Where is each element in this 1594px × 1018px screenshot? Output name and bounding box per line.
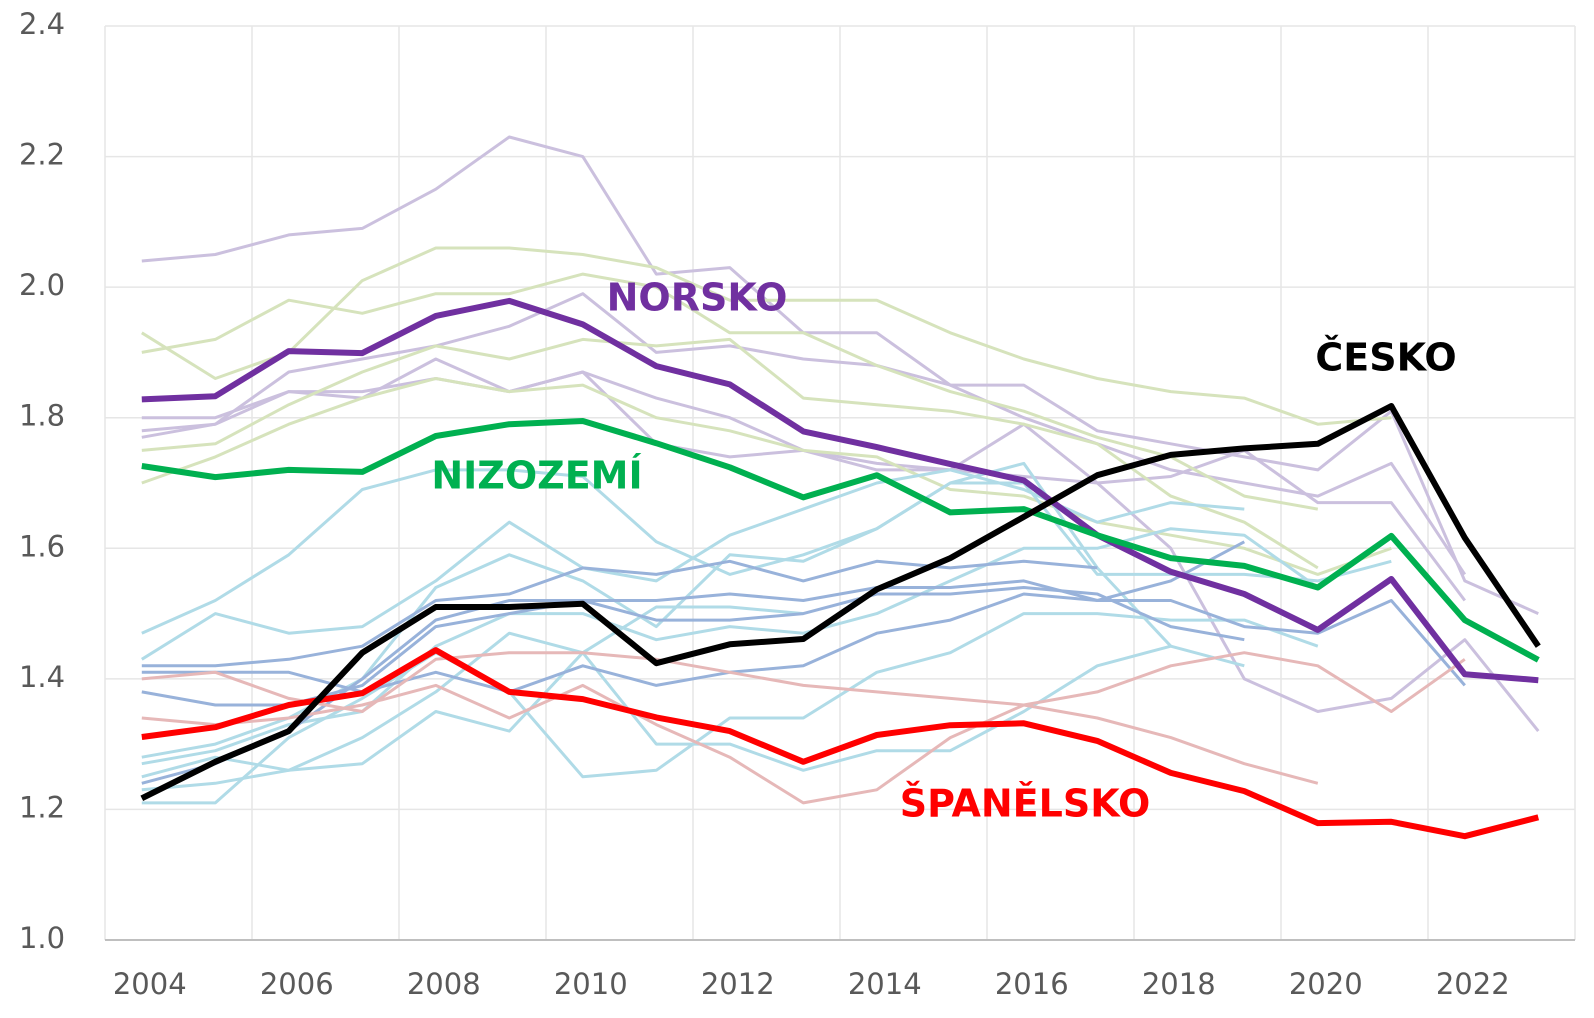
x-tick-label: 2014 (848, 967, 922, 1001)
line (141, 683, 1319, 805)
x-tick-label: 2006 (260, 967, 334, 1001)
line (141, 135, 1539, 615)
x-tick-label: 2004 (113, 967, 187, 1001)
line (141, 540, 1246, 694)
series-label: ČESKO (1315, 336, 1456, 380)
line (141, 337, 1319, 570)
line (141, 612, 1319, 805)
y-tick-label: 2.4 (19, 7, 65, 41)
line (141, 377, 1392, 576)
line (141, 461, 1172, 648)
y-tick-label: 1.2 (19, 790, 65, 824)
line (141, 357, 1540, 733)
highlight-line (141, 647, 1540, 840)
highlight-line (141, 418, 1540, 663)
line (141, 292, 1467, 576)
series-label: ŠPANĚLSKO (900, 782, 1151, 826)
y-tick-label: 2.0 (19, 268, 65, 302)
line (141, 579, 1466, 707)
x-tick-label: 2020 (1289, 967, 1363, 1001)
x-tick-label: 2022 (1436, 967, 1510, 1001)
line (141, 272, 1319, 511)
line (141, 651, 1466, 713)
x-tick-label: 2012 (701, 967, 775, 1001)
y-tick-label: 2.2 (19, 138, 65, 172)
y-tick-label: 1.6 (19, 529, 65, 563)
highlight-line (141, 297, 1539, 684)
line (141, 605, 804, 792)
highlight-line (140, 403, 1541, 801)
x-tick-label: 2008 (407, 967, 481, 1001)
series-label: NORSKO (607, 276, 788, 320)
x-tick-label: 2010 (554, 967, 628, 1001)
x-tick-label: 2018 (1142, 967, 1216, 1001)
x-tick-label: 2016 (995, 967, 1069, 1001)
series-label: NIZOZEMÍ (431, 454, 642, 498)
line (141, 644, 1245, 779)
line (141, 246, 1392, 426)
y-tick-label: 1.4 (19, 660, 65, 694)
line (141, 559, 1098, 668)
y-tick-label: 1.0 (19, 921, 65, 955)
y-tick-label: 1.8 (19, 399, 65, 433)
